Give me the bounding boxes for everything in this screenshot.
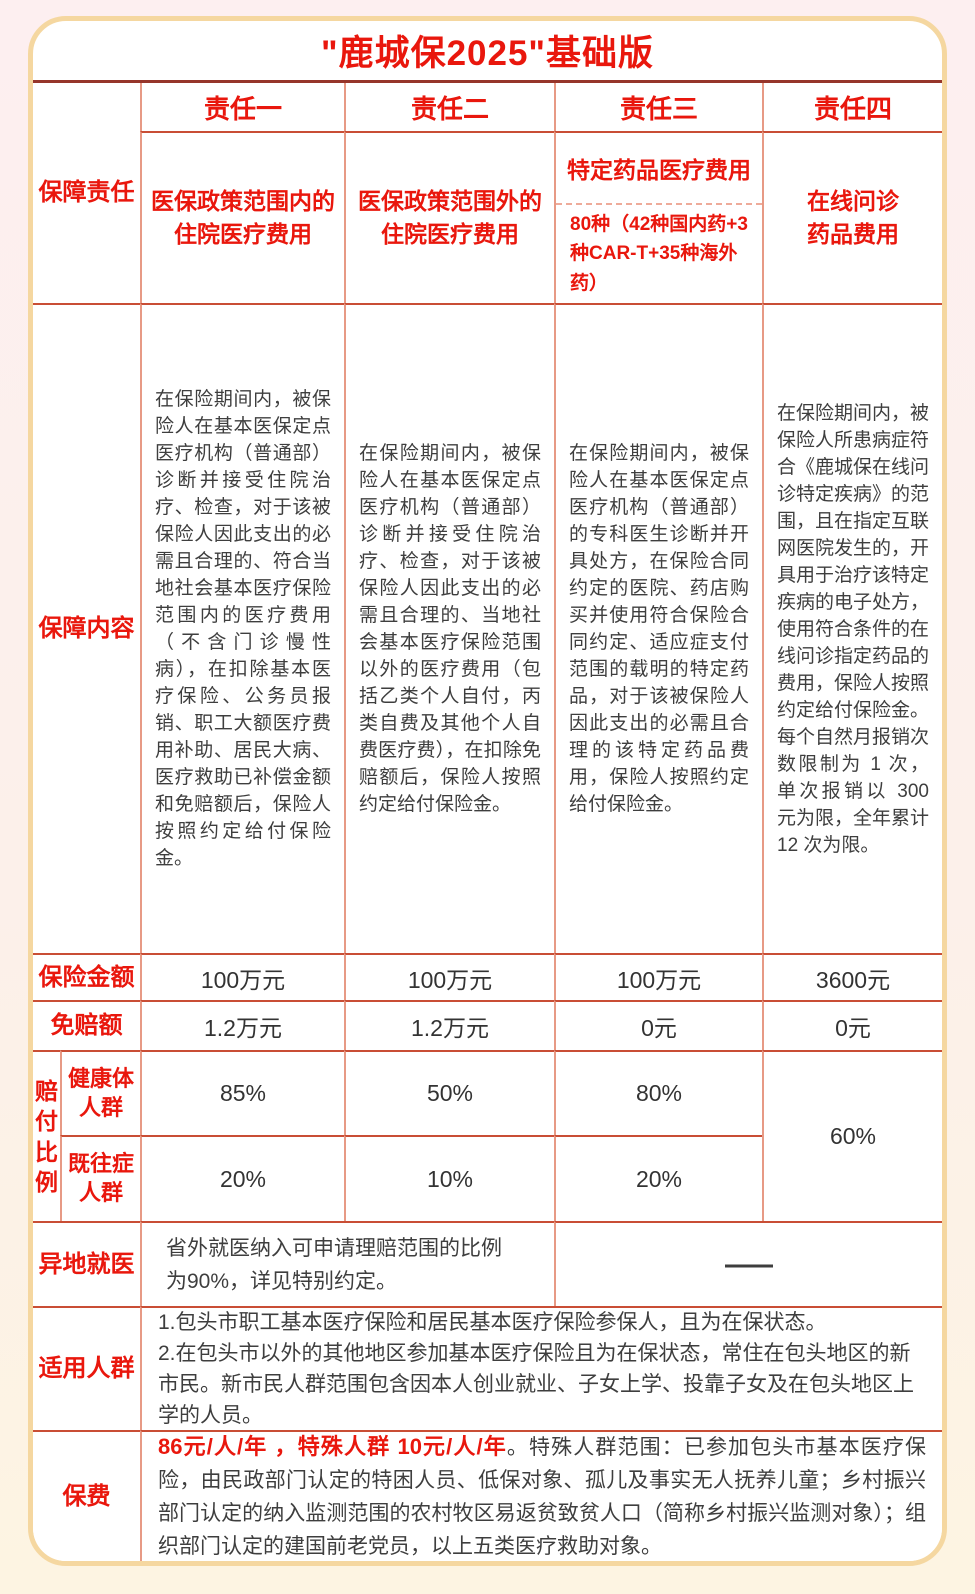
deductible-resp-2: 1.2万元 [344, 1000, 554, 1050]
remote-medical-na-cell: — [554, 1221, 942, 1306]
coverage-text-1: 在保险期间内，被保险人在基本医保定点医疗机构（普通部）诊断并接受住院治疗、检查，… [155, 389, 331, 869]
ratio-preexisting-resp-1: 20% [140, 1135, 344, 1221]
ratio-healthy-resp-1: 85% [140, 1050, 344, 1135]
ratio-healthy-resp-2: 50% [344, 1050, 554, 1135]
special-drug-note: 80种（42种国内药+3种CAR-T+35种海外药） [570, 213, 748, 294]
row-label-liability: 保障责任 [33, 83, 140, 303]
coverage-text-3: 在保险期间内，被保险人在基本医保定点医疗机构（普通部）的专科医生诊断并开具处方，… [569, 443, 749, 815]
col-header-resp-1: 责任一 [140, 83, 344, 131]
row-label-eligible: 适用人群 [33, 1306, 140, 1430]
deductible-resp-3: 0元 [554, 1000, 762, 1050]
payout-ratio-vertical-text: 赔付比例 [35, 1077, 58, 1195]
ratio-healthy-resp-3: 80% [554, 1050, 762, 1135]
eligible-cell: 1.包头市职工基本医疗保险和居民基本医疗保险参保人，且为在保状态。 2.在包头市… [140, 1306, 942, 1430]
page-title: "鹿城保2025"基础版 [33, 21, 942, 83]
amount-resp-4: 3600元 [762, 953, 942, 1000]
coverage-cell-resp-4: 在保险期间内，被保险人所患病症符合《鹿城保在线问诊特定疾病》的范围，且在指定互联… [762, 303, 942, 953]
col-header-resp-3: 责任三 [554, 83, 762, 131]
dashed-divider [556, 203, 762, 205]
special-drug-title: 特定药品医疗费用 [567, 157, 751, 183]
premium-detail: 。特殊人群范围：已参加包头市基本医疗保险，由民政部门认定的特困人员、低保对象、孤… [158, 1436, 927, 1558]
row-label-payout-ratio: 赔付比例 [33, 1050, 60, 1221]
insurance-table-card: "鹿城保2025"基础版 保障责任 责任一 责任二 责任三 责任四 医保政策范围… [28, 16, 947, 1566]
ratio-preexisting-resp-2: 10% [344, 1135, 554, 1221]
col-desc-resp-4: 在线问诊 药品费用 [762, 131, 942, 303]
col-desc-resp-1: 医保政策范围内的 住院医疗费用 [140, 131, 344, 303]
eligible-text: 1.包头市职工基本医疗保险和居民基本医疗保险参保人，且为在保状态。 2.在包头市… [158, 1311, 914, 1427]
benefits-table: 保障责任 责任一 责任二 责任三 责任四 医保政策范围内的 住院医疗费用 医保政… [33, 83, 942, 1561]
col-header-resp-4: 责任四 [762, 83, 942, 131]
coverage-cell-resp-3: 在保险期间内，被保险人在基本医保定点医疗机构（普通部）的专科医生诊断并开具处方，… [554, 303, 762, 953]
sub-label-preexisting: 既往症 人群 [60, 1135, 140, 1221]
row-label-remote-medical: 异地就医 [33, 1221, 140, 1306]
deductible-resp-1: 1.2万元 [140, 1000, 344, 1050]
sub-label-healthy: 健康体 人群 [60, 1050, 140, 1135]
row-label-premium: 保费 [33, 1430, 140, 1561]
deductible-resp-4: 0元 [762, 1000, 942, 1050]
not-applicable-dash: — [725, 1247, 773, 1281]
remote-medical-cell: 省外就医纳入可申请理赔范围的比例 为90%，详见特别约定。 [140, 1221, 554, 1306]
ratio-preexisting-resp-3: 20% [554, 1135, 762, 1221]
coverage-cell-resp-1: 在保险期间内，被保险人在基本医保定点医疗机构（普通部）诊断并接受住院治疗、检查，… [140, 303, 344, 953]
col-desc-resp-2: 医保政策范围外的 住院医疗费用 [344, 131, 554, 303]
col-header-resp-2: 责任二 [344, 83, 554, 131]
amount-resp-2: 100万元 [344, 953, 554, 1000]
coverage-text-4: 在保险期间内，被保险人所患病症符合《鹿城保在线问诊特定疾病》的范围，且在指定互联… [777, 402, 930, 856]
coverage-cell-resp-2: 在保险期间内，被保险人在基本医保定点医疗机构（普通部）诊断并接受住院治疗、检查，… [344, 303, 554, 953]
row-label-amount: 保险金额 [33, 953, 140, 1000]
premium-text: 86元/人/年 ，特殊人群 10元/人/年。特殊人群范围：已参加包头市基本医疗保… [142, 1432, 942, 1561]
row-label-deductible: 免赔额 [33, 1000, 140, 1050]
amount-resp-3: 100万元 [554, 953, 762, 1000]
amount-resp-1: 100万元 [140, 953, 344, 1000]
row-label-coverage: 保障内容 [33, 303, 140, 953]
remote-medical-text: 省外就医纳入可申请理赔范围的比例 为90%，详见特别约定。 [166, 1236, 502, 1293]
col-desc-resp-3: 特定药品医疗费用 80种（42种国内药+3种CAR-T+35种海外药） [554, 131, 762, 303]
premium-cell: 86元/人/年 ，特殊人群 10元/人/年。特殊人群范围：已参加包头市基本医疗保… [140, 1430, 942, 1561]
ratio-merged-resp-4: 60% [762, 1050, 942, 1221]
coverage-text-2: 在保险期间内，被保险人在基本医保定点医疗机构（普通部）诊断并接受住院治疗、检查，… [359, 443, 541, 815]
premium-price-highlight: 86元/人/年 ，特殊人群 10元/人/年 [158, 1434, 507, 1459]
